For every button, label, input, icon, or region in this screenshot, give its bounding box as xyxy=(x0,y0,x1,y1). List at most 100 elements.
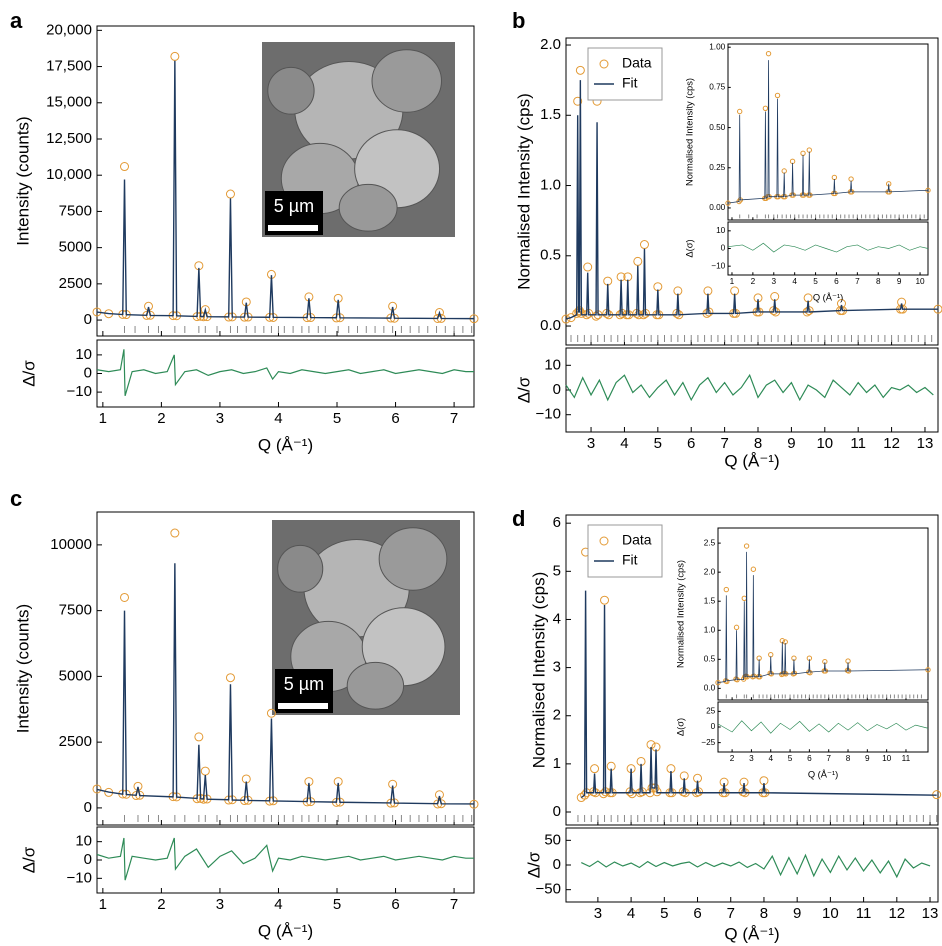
x-tick-label: 2 xyxy=(157,896,165,913)
x-tick-label: 8 xyxy=(876,277,881,286)
x-tick-label: 4 xyxy=(274,410,282,427)
x-tick-label: 4 xyxy=(768,754,773,763)
y-tick-label: 0 xyxy=(553,381,561,398)
sem-particle xyxy=(378,527,448,591)
x-tick-label: 8 xyxy=(846,754,851,763)
residual-line xyxy=(96,837,474,881)
x-tick-label: 4 xyxy=(620,435,628,452)
legend-label: Fit xyxy=(622,75,638,91)
fit-line xyxy=(580,590,937,799)
x-tick-label: 5 xyxy=(654,435,662,452)
data-point xyxy=(765,50,772,57)
y-tick-label: 0 xyxy=(721,244,726,253)
y-axis-label: Normalised Intensity (cps) xyxy=(684,78,694,186)
data-point xyxy=(266,708,276,718)
x-axis-label: Q (Å⁻¹) xyxy=(724,451,779,470)
residual-frame xyxy=(96,339,475,408)
residual-line xyxy=(581,853,931,879)
y-tick-label: 0.75 xyxy=(709,83,725,92)
data-point xyxy=(750,566,757,572)
legend-marker xyxy=(599,536,609,546)
plot-frame xyxy=(727,43,929,221)
residual-frame xyxy=(727,221,929,276)
y-tick-label: 0.0 xyxy=(704,684,716,693)
y-tick-label: 0 xyxy=(84,311,92,328)
residual-line xyxy=(565,373,934,402)
y-axis-label: Normalised Intensity (cps) xyxy=(514,93,533,290)
y-tick-label: 3 xyxy=(553,659,561,676)
data-point xyxy=(762,105,769,111)
data-point xyxy=(200,305,210,315)
x-tick-label: 1 xyxy=(730,277,735,286)
y-tick-label: 0.5 xyxy=(704,654,716,663)
y-tick-label: 2500 xyxy=(59,733,92,750)
x-axis-label: Q (Å⁻¹) xyxy=(258,921,313,940)
residual-axis-label: Δ/σ xyxy=(524,851,543,878)
x-tick-label: 8 xyxy=(754,435,762,452)
fit-line xyxy=(717,551,929,683)
y-tick-label: 0.25 xyxy=(709,163,725,172)
legend-marker xyxy=(599,59,609,69)
data-point xyxy=(743,543,750,549)
x-tick-label: 7 xyxy=(826,754,831,763)
data-point xyxy=(737,108,743,115)
scale-label: 5 µm xyxy=(274,196,314,216)
x-axis-label: Q (Å⁻¹) xyxy=(724,924,779,943)
fit-line xyxy=(565,80,938,320)
residual-axis-label: Δ(σ) xyxy=(684,239,694,257)
data-point xyxy=(633,256,643,266)
y-tick-label: 10 xyxy=(75,346,92,363)
data-point xyxy=(225,673,235,683)
x-tick-label: 7 xyxy=(720,435,728,452)
x-tick-label: 3 xyxy=(216,896,224,913)
x-tick-label: 2 xyxy=(157,410,165,427)
x-tick-label: 5 xyxy=(660,905,668,922)
y-tick-label: 7500 xyxy=(59,202,92,219)
x-tick-label: 9 xyxy=(897,277,902,286)
y-tick-label: 10 xyxy=(544,356,561,373)
x-tick-label: 7 xyxy=(855,277,860,286)
data-point xyxy=(434,308,444,318)
y-tick-label: 10 xyxy=(75,833,92,850)
y-tick-label: 2.0 xyxy=(540,36,561,53)
x-tick-label: 10 xyxy=(915,277,925,286)
y-tick-label: 1.00 xyxy=(709,42,725,51)
y-tick-label: 12,500 xyxy=(46,130,92,147)
y-tick-label: 10 xyxy=(716,226,726,235)
y-tick-label: 10,000 xyxy=(46,166,92,183)
data-point xyxy=(600,595,610,605)
y-tick-label: 2 xyxy=(553,707,561,724)
sem-particle xyxy=(346,661,405,710)
y-tick-label: 0.0 xyxy=(540,317,561,334)
x-tick-label: 11 xyxy=(902,754,911,763)
y-tick-label: 7500 xyxy=(59,602,92,619)
x-tick-label: 3 xyxy=(216,410,224,427)
y-tick-label: 5 xyxy=(553,562,561,579)
y-tick-label: 1.0 xyxy=(540,176,561,193)
data-point xyxy=(92,784,102,794)
x-tick-label: 4 xyxy=(274,896,282,913)
x-tick-label: 3 xyxy=(771,277,776,286)
y-tick-label: 0.00 xyxy=(709,203,725,212)
panel-label: c xyxy=(10,486,22,511)
y-tick-label: −25 xyxy=(701,738,715,747)
x-axis-label: Q (Å⁻¹) xyxy=(813,292,843,302)
y-axis-label: Normalised Intensity (cps) xyxy=(529,572,548,769)
y-axis-label: Normalised Intensity (cps) xyxy=(675,560,685,668)
x-tick-label: 5 xyxy=(813,277,818,286)
y-tick-label: 0 xyxy=(553,856,561,873)
data-point xyxy=(561,314,571,324)
y-tick-label: 0.50 xyxy=(709,123,725,132)
x-tick-label: 9 xyxy=(865,754,870,763)
y-tick-label: 6 xyxy=(553,514,561,531)
y-tick-label: 0 xyxy=(84,364,92,381)
data-point xyxy=(120,592,130,602)
data-point xyxy=(575,65,585,75)
x-tick-label: 5 xyxy=(788,754,793,763)
y-axis-label: Intensity (counts) xyxy=(13,604,32,733)
residual-frame xyxy=(565,347,939,433)
sem-particle xyxy=(371,49,442,113)
x-tick-label: 13 xyxy=(917,435,934,452)
y-tick-label: −10 xyxy=(711,261,725,270)
y-tick-label: 17,500 xyxy=(46,58,92,75)
